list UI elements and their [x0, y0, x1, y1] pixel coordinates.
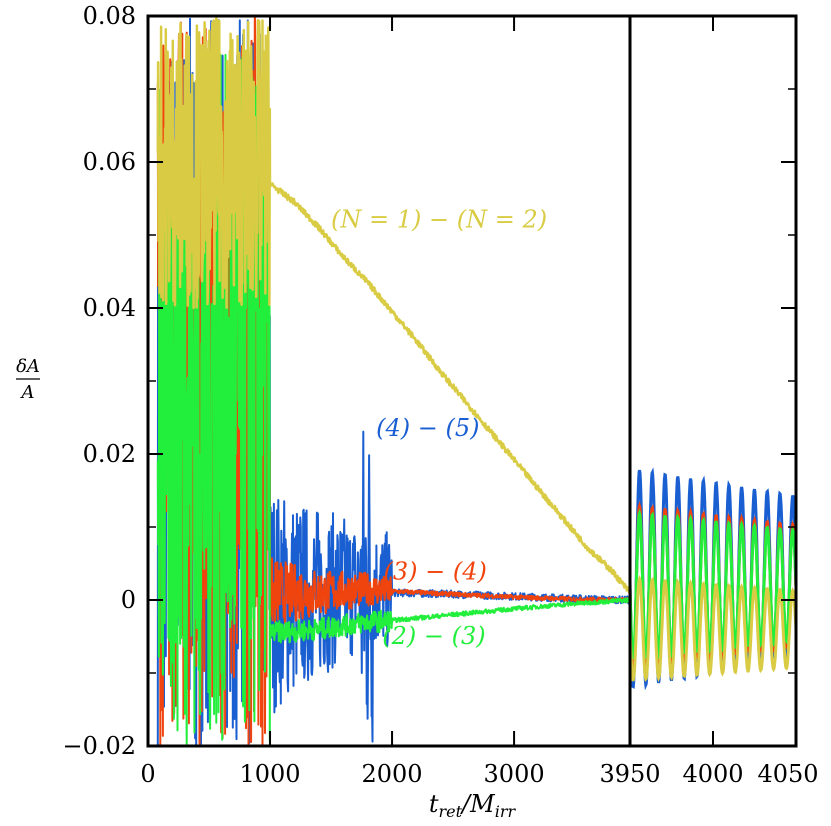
y-tick-label: −0.02	[62, 732, 136, 760]
x-axis-title: tret/Mirr	[429, 790, 517, 821]
x-tick-label: 1000	[239, 760, 300, 788]
right-panel-plot	[630, 467, 796, 691]
svg-text:δA: δA	[16, 356, 40, 377]
x-tick-label: 3950	[599, 760, 660, 788]
left-panel-plot	[156, 16, 630, 746]
annotation-n1-n2: (N = 1) − (N = 2)	[331, 206, 547, 234]
y-tick-label: 0.04	[83, 294, 136, 322]
annotation-3-4: (3) − (4)	[384, 558, 487, 586]
x-tick-label: 2000	[362, 760, 423, 788]
series-annotations: (N = 1) − (N = 2) (4) − (5) (3) − (4) (2) −…	[331, 206, 547, 650]
series-line-n1-n2	[156, 16, 630, 595]
x-tick-label: 3000	[484, 760, 545, 788]
y-tick-label: 0.08	[83, 2, 136, 30]
annotation-2-3: (2) − (3)	[382, 622, 485, 650]
y-tick-label: 0.02	[83, 440, 136, 468]
x-tick-label-right: 4000	[682, 760, 743, 788]
x-tick-label-right: 4050	[757, 760, 818, 788]
x-tick-label: 0	[140, 760, 155, 788]
series-line-2-3	[156, 53, 630, 745]
y-tick-label: 0.06	[83, 148, 136, 176]
y-tick-label: 0	[121, 586, 136, 614]
series-line-right-n1-n2	[630, 574, 796, 683]
svg-text:A: A	[20, 382, 35, 403]
y-axis-title: δA A	[16, 356, 40, 403]
annotation-4-5: (4) − (5)	[376, 414, 479, 442]
